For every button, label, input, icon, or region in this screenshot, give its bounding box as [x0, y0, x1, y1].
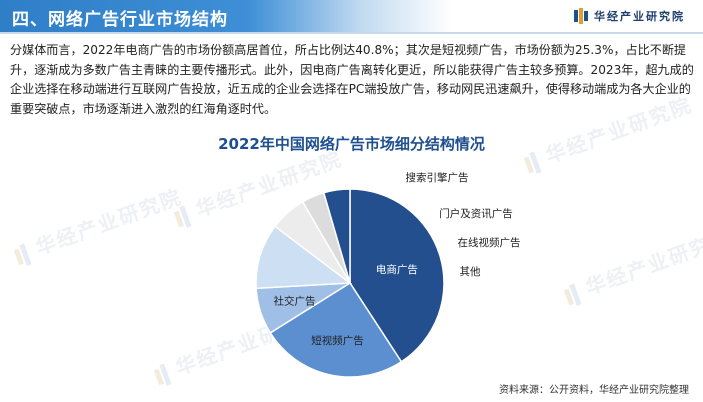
pie-slice — [322, 188, 351, 284]
body-paragraph: 分媒体而言，2022年电商广告的市场份额高居首位，所占比例达40.8%；其次是短… — [10, 43, 694, 116]
brand-logo-icon — [574, 8, 588, 24]
brand-name: 华经产业研究院 — [594, 10, 685, 23]
slice-label: 在线视频广告 — [458, 236, 521, 249]
header-bar — [0, 0, 452, 32]
slice-label: 其他 — [460, 265, 481, 278]
page-title: 四、网络广告行业市场结构 — [12, 10, 228, 30]
pie-slice — [269, 281, 403, 378]
slice-label: 社交广告 — [273, 295, 315, 308]
chart-title: 2022年中国网络广告市场细分结构情况 — [218, 135, 485, 153]
header-divider — [0, 32, 703, 34]
slice-label: 短视频广告 — [311, 334, 364, 347]
page-header: 四、网络广告行业市场结构 华经产业研究院 — [0, 0, 703, 34]
slice-label: 门户及资讯广告 — [439, 207, 513, 220]
slice-label: 搜索引擎广告 — [406, 171, 469, 184]
source-note: 资料来源：公开资料，华经产业研究院整理 — [499, 385, 689, 396]
pie-slice — [255, 225, 353, 290]
slice-label: 电商广告 — [376, 263, 418, 276]
brand: 华经产业研究院 — [574, 8, 685, 24]
